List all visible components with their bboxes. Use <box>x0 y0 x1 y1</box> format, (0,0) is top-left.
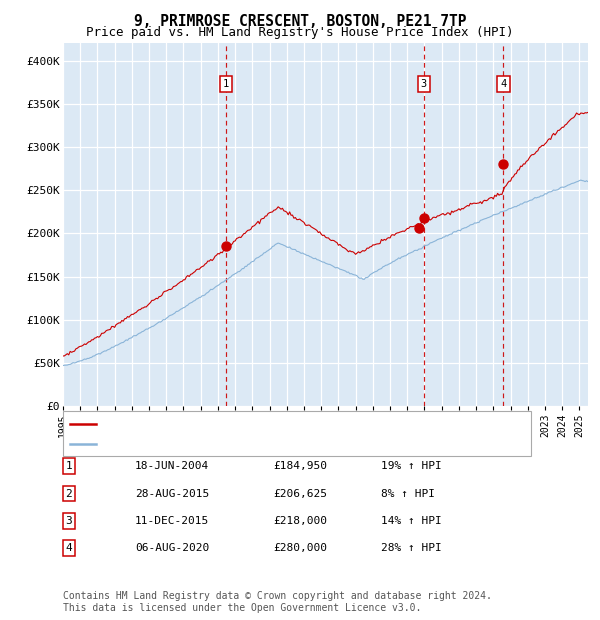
Text: 19% ↑ HPI: 19% ↑ HPI <box>381 461 442 471</box>
Text: 18-JUN-2004: 18-JUN-2004 <box>135 461 209 471</box>
Text: 1: 1 <box>223 79 229 89</box>
Text: 1: 1 <box>65 461 73 471</box>
Text: Price paid vs. HM Land Registry's House Price Index (HPI): Price paid vs. HM Land Registry's House … <box>86 26 514 39</box>
Text: £280,000: £280,000 <box>273 543 327 553</box>
Text: £206,625: £206,625 <box>273 489 327 498</box>
Text: 28% ↑ HPI: 28% ↑ HPI <box>381 543 442 553</box>
Text: £184,950: £184,950 <box>273 461 327 471</box>
Text: Contains HM Land Registry data © Crown copyright and database right 2024.
This d: Contains HM Land Registry data © Crown c… <box>63 591 492 613</box>
Text: HPI: Average price, detached house, Boston: HPI: Average price, detached house, Bost… <box>103 439 387 449</box>
Text: 9, PRIMROSE CRESCENT, BOSTON, PE21 7TP: 9, PRIMROSE CRESCENT, BOSTON, PE21 7TP <box>134 14 466 29</box>
Text: 4: 4 <box>500 79 506 89</box>
Text: 28-AUG-2015: 28-AUG-2015 <box>135 489 209 498</box>
Text: 2: 2 <box>65 489 73 498</box>
Text: 06-AUG-2020: 06-AUG-2020 <box>135 543 209 553</box>
Text: 3: 3 <box>421 79 427 89</box>
Text: 3: 3 <box>65 516 73 526</box>
Text: 8% ↑ HPI: 8% ↑ HPI <box>381 489 435 498</box>
Text: £218,000: £218,000 <box>273 516 327 526</box>
Text: 14% ↑ HPI: 14% ↑ HPI <box>381 516 442 526</box>
Text: 9, PRIMROSE CRESCENT, BOSTON, PE21 7TP (detached house): 9, PRIMROSE CRESCENT, BOSTON, PE21 7TP (… <box>103 418 475 428</box>
Text: 4: 4 <box>65 543 73 553</box>
Text: 11-DEC-2015: 11-DEC-2015 <box>135 516 209 526</box>
